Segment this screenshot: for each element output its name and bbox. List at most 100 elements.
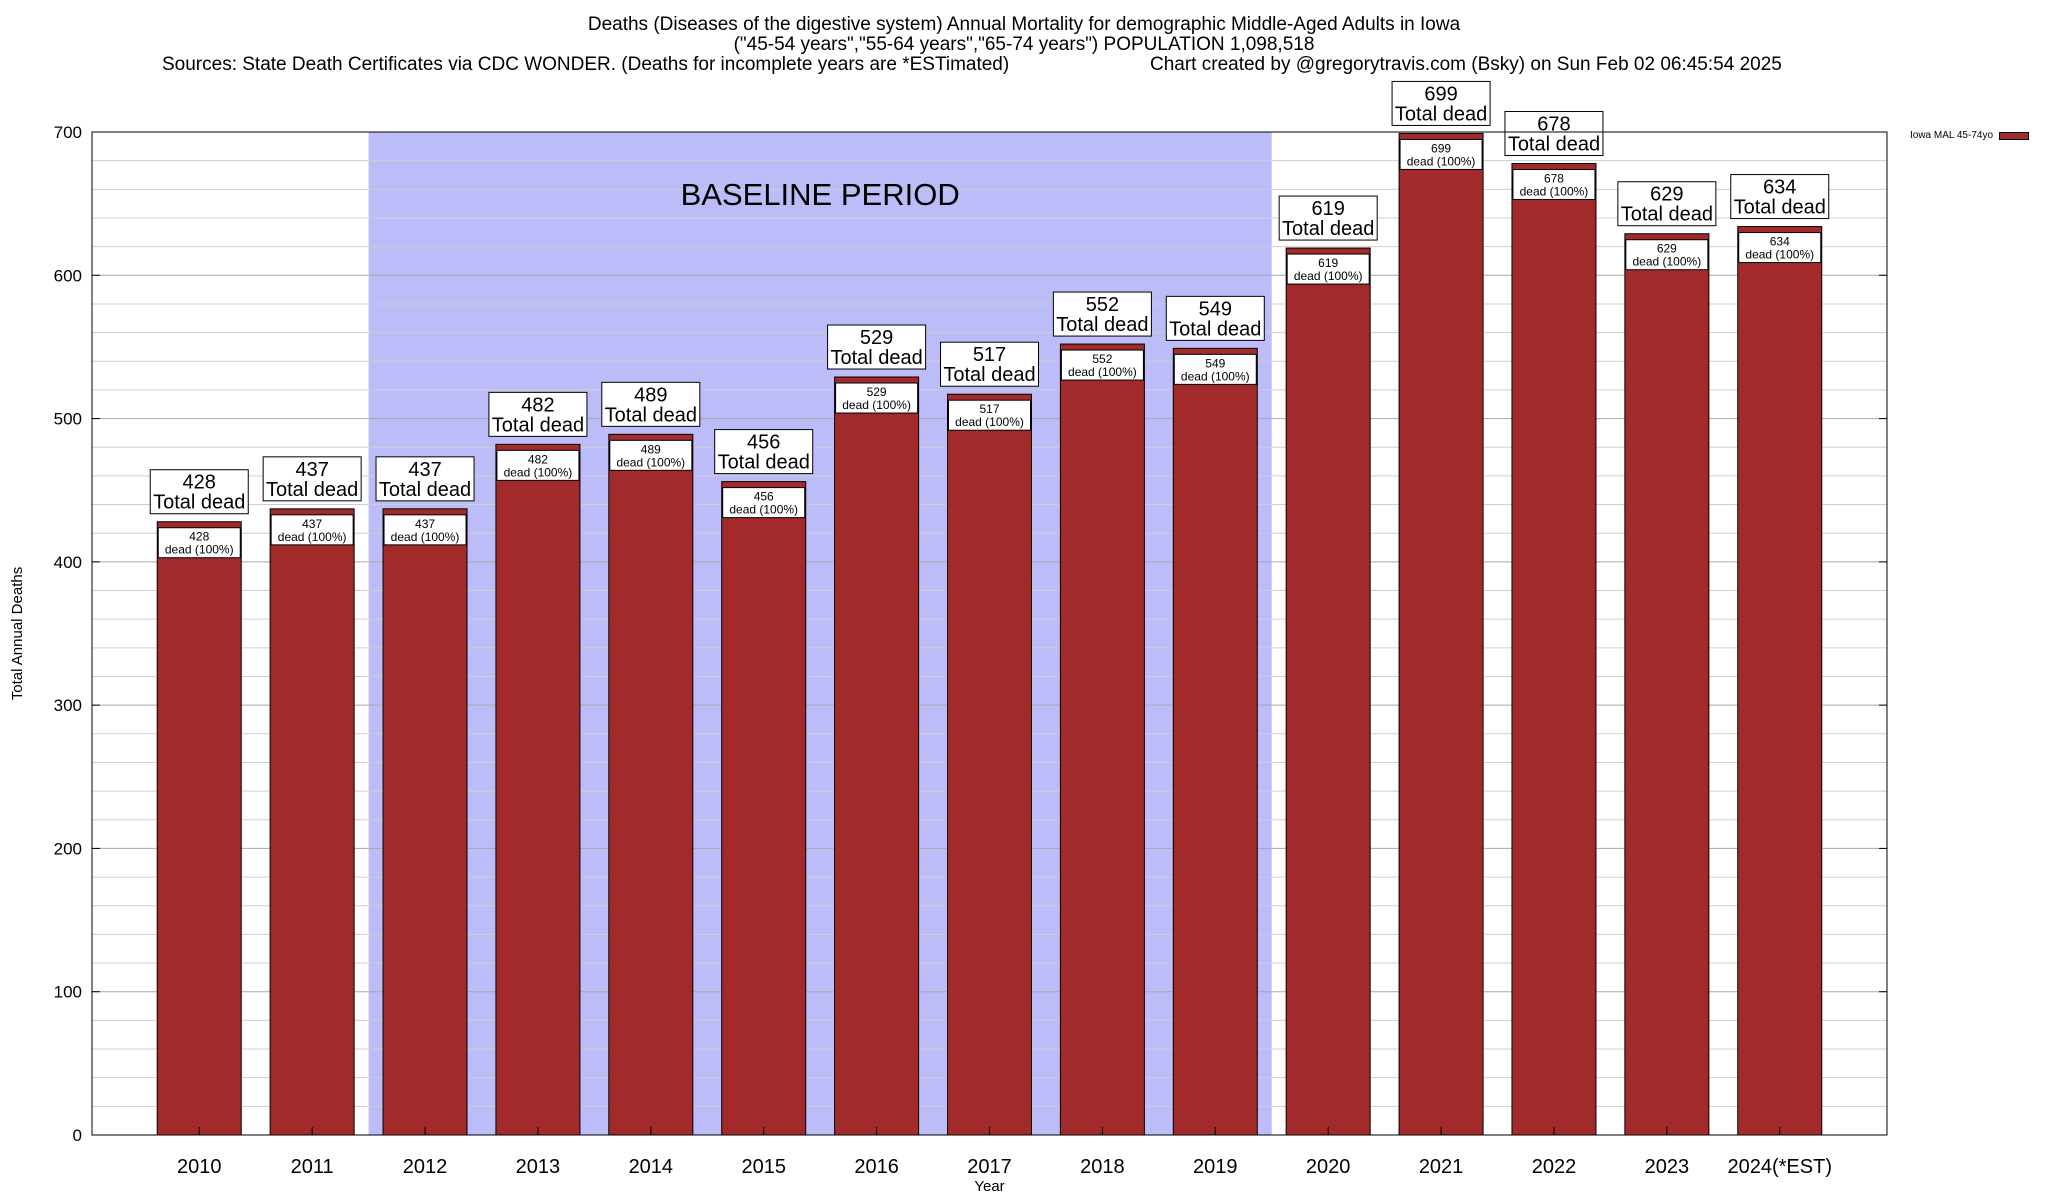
top-label-box [1391, 80, 1491, 126]
inner-label-box [948, 399, 1031, 431]
top-label-value: 482 [521, 394, 554, 416]
top-label-box [601, 381, 701, 427]
top-label-value: 634 [1763, 177, 1796, 199]
x-tick-label: 2015 [741, 1156, 786, 1178]
inner-label-value: 529 [867, 385, 887, 399]
inner-label-box [157, 527, 241, 559]
bar [495, 443, 581, 1136]
bar [608, 433, 694, 1136]
top-label-text: Total dead [1169, 318, 1261, 340]
top-label-value: 489 [634, 384, 667, 406]
x-tick-label: 2022 [1532, 1156, 1577, 1178]
y-tick-label: 0 [73, 1126, 82, 1145]
top-label-text: Total dead [379, 479, 471, 501]
chart-credit: Chart created by @gregorytravis.com (Bsk… [1150, 54, 1782, 75]
inner-label-text: dead (100%) [1520, 185, 1589, 199]
top-label-value: 437 [408, 459, 441, 481]
top-label-value: 428 [183, 472, 216, 494]
inner-label-text: dead (100%) [729, 503, 798, 517]
inner-label-box [722, 487, 806, 519]
bar [1511, 163, 1597, 1136]
x-axis-label: Year [974, 1178, 1004, 1195]
inner-label-box [1286, 253, 1370, 285]
top-label-box [940, 341, 1039, 387]
inner-label-text: dead (100%) [1745, 248, 1814, 262]
top-label-value: 678 [1537, 114, 1570, 136]
bar [1624, 233, 1710, 1136]
inner-label-text: dead (100%) [616, 455, 685, 469]
bar [382, 508, 468, 1136]
inner-label-value: 437 [415, 517, 435, 531]
top-label-box [149, 469, 249, 515]
bar [1059, 343, 1145, 1136]
inner-label-text: dead (100%) [391, 530, 460, 544]
inner-label-value: 517 [979, 402, 999, 416]
x-tick-label: 2013 [516, 1156, 561, 1178]
top-label-text: Total dead [153, 492, 245, 514]
bar [156, 521, 242, 1136]
top-label-value: 619 [1311, 198, 1344, 220]
legend-label: Iowa MAL 45-74yo [1910, 130, 1994, 141]
y-tick-label: 100 [54, 983, 82, 1002]
inner-label-text: dead (100%) [504, 465, 573, 479]
y-tick-label: 700 [54, 123, 82, 142]
top-label-box [1730, 174, 1830, 220]
top-label-text: Total dead [1734, 197, 1826, 219]
top-label-box [262, 456, 362, 502]
top-label-text: Total dead [1056, 314, 1148, 336]
inner-label-text: dead (100%) [278, 530, 347, 544]
y-tick-label: 400 [54, 553, 82, 572]
top-label-box [1278, 195, 1378, 241]
top-label-box [488, 391, 588, 437]
y-tick-label: 200 [54, 839, 82, 858]
chart-subtitle: ("45-54 years","55-64 years","65-74 year… [733, 34, 1315, 55]
bar [1172, 347, 1258, 1136]
chart-title: Deaths (Diseases of the digestive system… [587, 14, 1461, 35]
bar [721, 481, 807, 1136]
x-tick-label: 2020 [1306, 1156, 1351, 1178]
inner-label-text: dead (100%) [165, 543, 234, 557]
x-tick-label: 2010 [177, 1156, 222, 1178]
top-label-box [1165, 295, 1265, 341]
top-label-text: Total dead [943, 364, 1035, 386]
inner-label-value: 634 [1770, 235, 1790, 249]
top-label-box [827, 324, 927, 370]
x-tick-label: 2014 [629, 1156, 674, 1178]
inner-label-text: dead (100%) [1632, 255, 1701, 269]
inner-label-box [1738, 232, 1822, 264]
x-tick-label: 2018 [1080, 1156, 1125, 1178]
inner-label-value: 482 [528, 452, 548, 466]
x-tick-label: 2016 [854, 1156, 899, 1178]
x-tick-label: 2019 [1193, 1156, 1238, 1178]
inner-label-text: dead (100%) [842, 398, 911, 412]
legend-swatch [1999, 131, 2030, 140]
top-label-text: Total dead [830, 347, 922, 369]
inner-label-value: 428 [189, 530, 209, 544]
y-axis-label: Total Annual Deaths [9, 567, 26, 700]
top-label-box [714, 429, 814, 475]
top-label-value: 456 [747, 432, 780, 454]
inner-label-value: 552 [1092, 352, 1112, 366]
bar [1285, 247, 1371, 1136]
inner-label-value: 699 [1431, 141, 1451, 155]
inner-label-text: dead (100%) [1407, 154, 1476, 168]
top-label-value: 699 [1424, 83, 1457, 105]
inner-label-value: 678 [1544, 172, 1564, 186]
plot-border [91, 131, 1888, 1136]
top-label-text: Total dead [718, 452, 810, 474]
top-label-value: 629 [1650, 184, 1683, 206]
inner-label-box [1399, 138, 1483, 170]
top-label-value: 552 [1086, 294, 1119, 316]
inner-label-box [609, 439, 693, 471]
inner-label-box [1512, 169, 1596, 201]
x-tick-label: 2023 [1645, 1156, 1690, 1178]
inner-label-value: 629 [1657, 242, 1677, 256]
top-label-text: Total dead [1395, 103, 1487, 125]
x-tick-label: 2017 [967, 1156, 1012, 1178]
legend: Iowa MAL 45-74yo [1910, 130, 2030, 141]
inner-label-box [1060, 349, 1144, 381]
x-tick-label: 2011 [291, 1156, 334, 1178]
inner-label-text: dead (100%) [1294, 269, 1363, 283]
top-label-text: Total dead [492, 414, 584, 436]
